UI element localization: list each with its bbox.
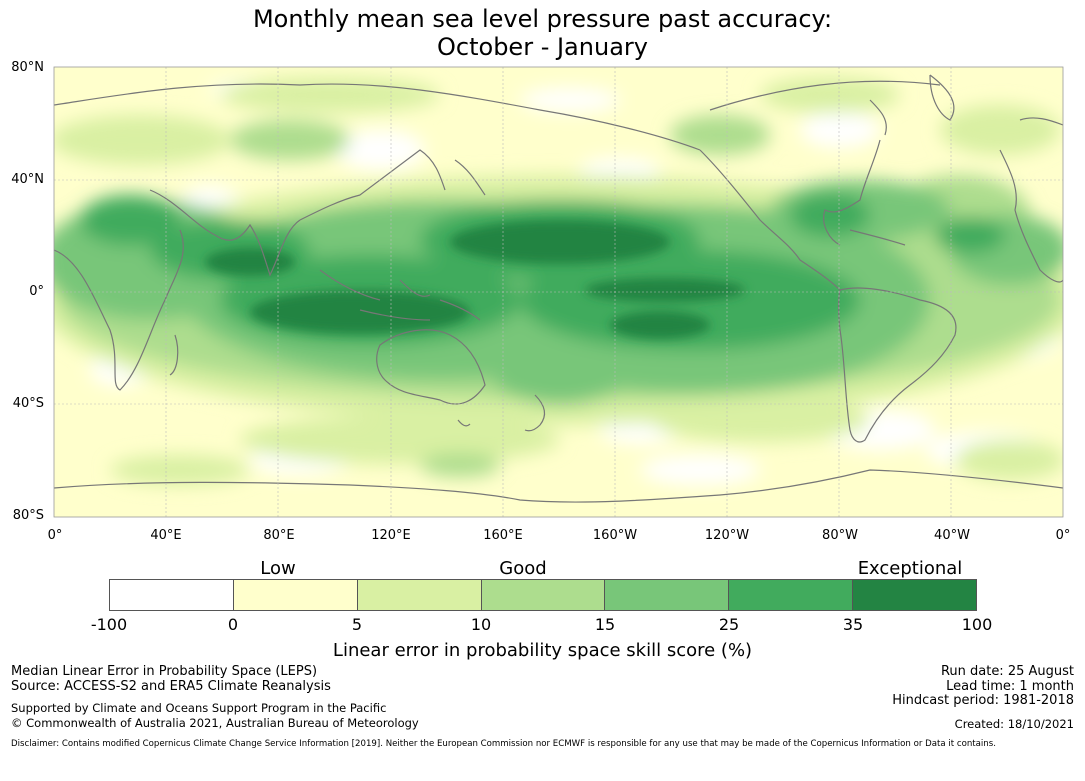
colorbar-segment xyxy=(605,580,730,610)
map-frame xyxy=(53,66,1064,518)
lat-label-40n: 40°N xyxy=(11,172,44,187)
colorbar-tick: 35 xyxy=(842,615,864,634)
skill-score-map xyxy=(53,66,1064,518)
lon-label-0-left: 0° xyxy=(47,528,63,543)
colorbar-tick: 15 xyxy=(594,615,616,634)
map-title-line-1: Monthly mean sea level pressure past acc… xyxy=(252,5,833,33)
footer-lead-time: Lead time: 1 month xyxy=(946,679,1074,694)
lon-label-0-right: 0° xyxy=(1055,528,1071,543)
footer-created: Created: 18/10/2021 xyxy=(954,717,1074,731)
colorbar-tick: 5 xyxy=(351,615,363,634)
footer-leps-label: Median Linear Error in Probability Space… xyxy=(11,664,318,679)
colorbar-segment xyxy=(110,580,234,610)
colorbar-segment xyxy=(357,580,482,610)
gridlines xyxy=(54,67,1063,517)
lon-label-120w: 120°W xyxy=(704,528,750,543)
skill-35-100 xyxy=(205,220,745,339)
category-exceptional: Exceptional xyxy=(857,558,963,579)
category-good: Good xyxy=(499,558,547,579)
lat-label-0: 0° xyxy=(29,284,44,299)
map-title-line-2: October - January xyxy=(437,33,648,61)
coastlines xyxy=(54,74,1063,503)
footer-copyright: © Commonwealth of Australia 2021, Austra… xyxy=(11,716,419,730)
colorbar-segment xyxy=(481,580,606,610)
colorbar-tick: 100 xyxy=(961,615,993,634)
footer-source: Source: ACCESS-S2 and ERA5 Climate Reana… xyxy=(11,679,331,694)
footer-support: Supported by Climate and Oceans Support … xyxy=(11,701,387,715)
lon-label-80e: 80°E xyxy=(263,528,295,543)
footer-disclaimer: Disclaimer: Contains modified Copernicus… xyxy=(11,739,996,749)
lon-label-80w: 80°W xyxy=(822,528,858,543)
lon-label-160w: 160°W xyxy=(592,528,638,543)
footer-run-date: Run date: 25 August xyxy=(940,664,1074,679)
colorbar-title: Linear error in probability space skill … xyxy=(332,640,753,661)
colorbar-tick: 25 xyxy=(718,615,740,634)
colorbar-segment xyxy=(233,580,358,610)
lat-label-40s: 40°S xyxy=(12,396,44,411)
colorbar xyxy=(109,579,977,611)
colorbar-tick: 0 xyxy=(227,615,239,634)
footer-hindcast: Hindcast period: 1981-2018 xyxy=(892,693,1074,708)
colorbar-tick: 10 xyxy=(470,615,492,634)
lat-label-80s: 80°S xyxy=(12,508,44,523)
colorbar-segment xyxy=(729,580,854,610)
lat-label-80n: 80°N xyxy=(11,60,44,75)
lon-label-120e: 120°E xyxy=(371,528,411,543)
lon-label-40e: 40°E xyxy=(150,528,182,543)
category-low: Low xyxy=(260,558,296,579)
colorbar-segment xyxy=(853,580,977,610)
lon-label-160e: 160°E xyxy=(483,528,523,543)
lon-label-40w: 40°W xyxy=(934,528,970,543)
colorbar-tick: -100 xyxy=(90,615,128,634)
